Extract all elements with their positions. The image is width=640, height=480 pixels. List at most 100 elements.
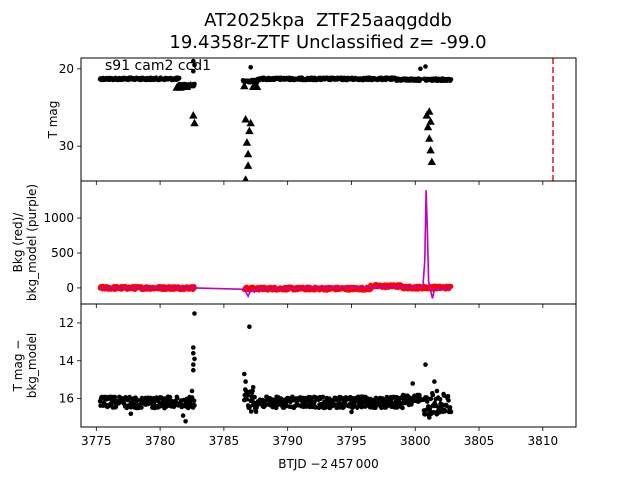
data-point — [430, 392, 436, 398]
data-point — [445, 393, 451, 399]
panel-bottom: 12 14 16 3775 3780 3785 3790 3795 3800 3805 3810 T … — [11, 303, 577, 471]
upper-limit-marker — [176, 83, 185, 91]
data-point — [127, 394, 132, 400]
data-point — [244, 388, 249, 394]
outlier-point — [128, 411, 134, 417]
x-tick-label: 3790 — [272, 434, 303, 448]
panel-top: 20 30T mag s91 cam2 ccd1 — [46, 57, 577, 185]
x-tick-label: 3800 — [400, 434, 431, 448]
data-point — [428, 396, 434, 402]
data-point — [400, 405, 405, 411]
x-tick-label: 3785 — [209, 434, 240, 448]
y-axis-label: T mag − — [11, 340, 25, 393]
y-tick-label: 12 — [59, 316, 74, 330]
data-point — [253, 409, 259, 415]
data-point — [176, 75, 182, 81]
chart-title-line1: AT2025kpa ZTF25aaqgddb — [204, 10, 452, 31]
y-axis-label: bkg_model — [25, 333, 39, 399]
outlier-point — [192, 311, 197, 316]
data-point — [245, 392, 250, 398]
axes-frame — [80, 303, 577, 428]
y-tick-label: 20 — [59, 62, 74, 76]
y-tick-label: 16 — [59, 392, 74, 406]
outlier-point — [423, 64, 428, 69]
upper-limit-marker — [422, 111, 431, 119]
data-point — [247, 404, 252, 410]
outlier-point — [189, 388, 195, 394]
outlier-point — [243, 379, 248, 384]
data-point — [191, 398, 197, 404]
outlier-point — [247, 324, 252, 330]
upper-limit-marker — [426, 117, 435, 125]
upper-limit-marker — [246, 118, 255, 127]
data-point — [112, 394, 118, 400]
data-point — [192, 403, 197, 408]
outlier-point — [191, 362, 196, 367]
upper-limit-marker — [240, 81, 249, 90]
x-tick-label: 3775 — [81, 434, 112, 448]
x-tick-label: 3780 — [145, 434, 176, 448]
upper-limit-marker — [252, 82, 262, 90]
data-point — [134, 397, 140, 403]
outlier-point — [191, 58, 196, 64]
outlier-point — [249, 390, 255, 396]
y-tick-label: 1000 — [43, 211, 74, 225]
chart-title-line2: 19.4358r-ZTF Unclassified z= -99.0 — [169, 32, 487, 53]
data-point — [447, 405, 453, 410]
x-axis-label: BTJD −2 457 000 — [278, 457, 378, 471]
data-point — [320, 394, 326, 400]
data-point — [437, 396, 443, 402]
outlier-point — [432, 379, 437, 384]
outlier-point — [191, 350, 196, 356]
data-point — [439, 402, 445, 407]
upper-limit-marker — [189, 111, 198, 119]
data-point — [373, 405, 378, 410]
upper-limit-marker — [426, 145, 435, 154]
data-point — [139, 405, 144, 410]
data-point — [244, 396, 250, 402]
data-point — [313, 405, 318, 410]
outlier-point — [192, 62, 197, 68]
y-tick-label: 500 — [51, 246, 74, 260]
bkg-model-line — [100, 190, 452, 299]
data-point — [156, 399, 161, 404]
outlier-point — [192, 356, 197, 362]
data-point — [446, 398, 451, 403]
data-point — [442, 408, 448, 414]
plot-area — [97, 311, 454, 424]
data-point — [448, 409, 454, 415]
outlier-point — [434, 388, 440, 394]
data-point — [167, 394, 173, 400]
data-point — [418, 76, 423, 82]
data-point — [394, 405, 400, 410]
upper-limit-marker — [425, 107, 434, 115]
sector-camera-ccd-annotation: s91 cam2 ccd1 — [105, 58, 211, 74]
y-tick-label: 30 — [59, 139, 74, 153]
outlier-point — [248, 65, 253, 70]
data-point — [444, 403, 449, 409]
upper-limit-marker — [423, 122, 433, 131]
plot-area — [97, 58, 554, 181]
data-point — [252, 394, 257, 400]
data-point — [248, 409, 254, 414]
data-point — [424, 395, 430, 400]
data-point — [263, 402, 268, 408]
plot-area — [97, 190, 454, 299]
outlier-point — [427, 415, 432, 420]
outlier-point — [191, 345, 196, 350]
upper-limit-marker — [242, 175, 249, 181]
outlier-point — [438, 407, 444, 413]
data-point — [192, 81, 197, 87]
upper-limit-marker — [425, 134, 434, 142]
outlier-point — [191, 68, 196, 74]
x-tick-label: 3795 — [336, 434, 367, 448]
data-point — [448, 77, 454, 82]
upper-limit-marker — [427, 157, 436, 165]
y-axis-label: T mag — [46, 101, 60, 140]
outlier-point — [191, 367, 196, 373]
outlier-point — [250, 385, 256, 390]
x-tick-label: 3810 — [528, 434, 559, 448]
data-point — [175, 395, 180, 401]
upper-limit-marker — [243, 149, 253, 158]
